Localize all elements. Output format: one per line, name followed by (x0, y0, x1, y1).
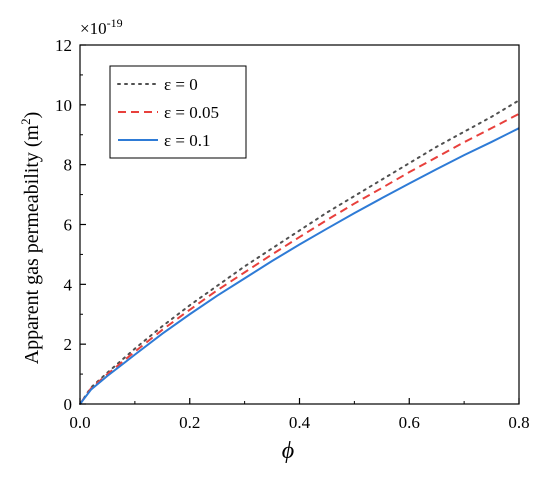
y-axis-label: Apparent gas permeability (m2) (18, 112, 43, 365)
y-tick-label: 12 (55, 36, 72, 55)
y-tick-label: 6 (64, 216, 73, 235)
legend-label-2: ε = 0.05 (164, 103, 219, 122)
y-tick-label: 0 (64, 395, 73, 414)
series-line-1 (79, 99, 520, 405)
x-tick-label: 0.6 (399, 413, 420, 432)
y-tick-label: 10 (55, 96, 72, 115)
x-axis-label: ϕ (282, 438, 294, 464)
legend: ε = 0 ε = 0.05 ε = 0.1 (109, 65, 247, 159)
plot-area (79, 99, 520, 405)
y-multiplier: ×10-19 (80, 16, 123, 38)
y-tick-label: 8 (64, 156, 73, 175)
x-tick-label: 0.0 (69, 413, 90, 432)
series-line-2 (79, 112, 520, 405)
x-tick-label: 0.2 (179, 413, 200, 432)
x-tick-label: 0.4 (289, 413, 311, 432)
series-line-3 (79, 127, 520, 405)
legend-label-3: ε = 0.1 (164, 131, 210, 150)
x-tick-label: 0.8 (508, 413, 529, 432)
axes: 0.0 0.2 0.4 0.6 0.8 0 2 4 6 8 10 12 (55, 36, 530, 432)
legend-label-1: ε = 0 (164, 75, 198, 94)
y-tick-label: 2 (64, 335, 73, 354)
y-tick-label: 4 (64, 275, 73, 294)
